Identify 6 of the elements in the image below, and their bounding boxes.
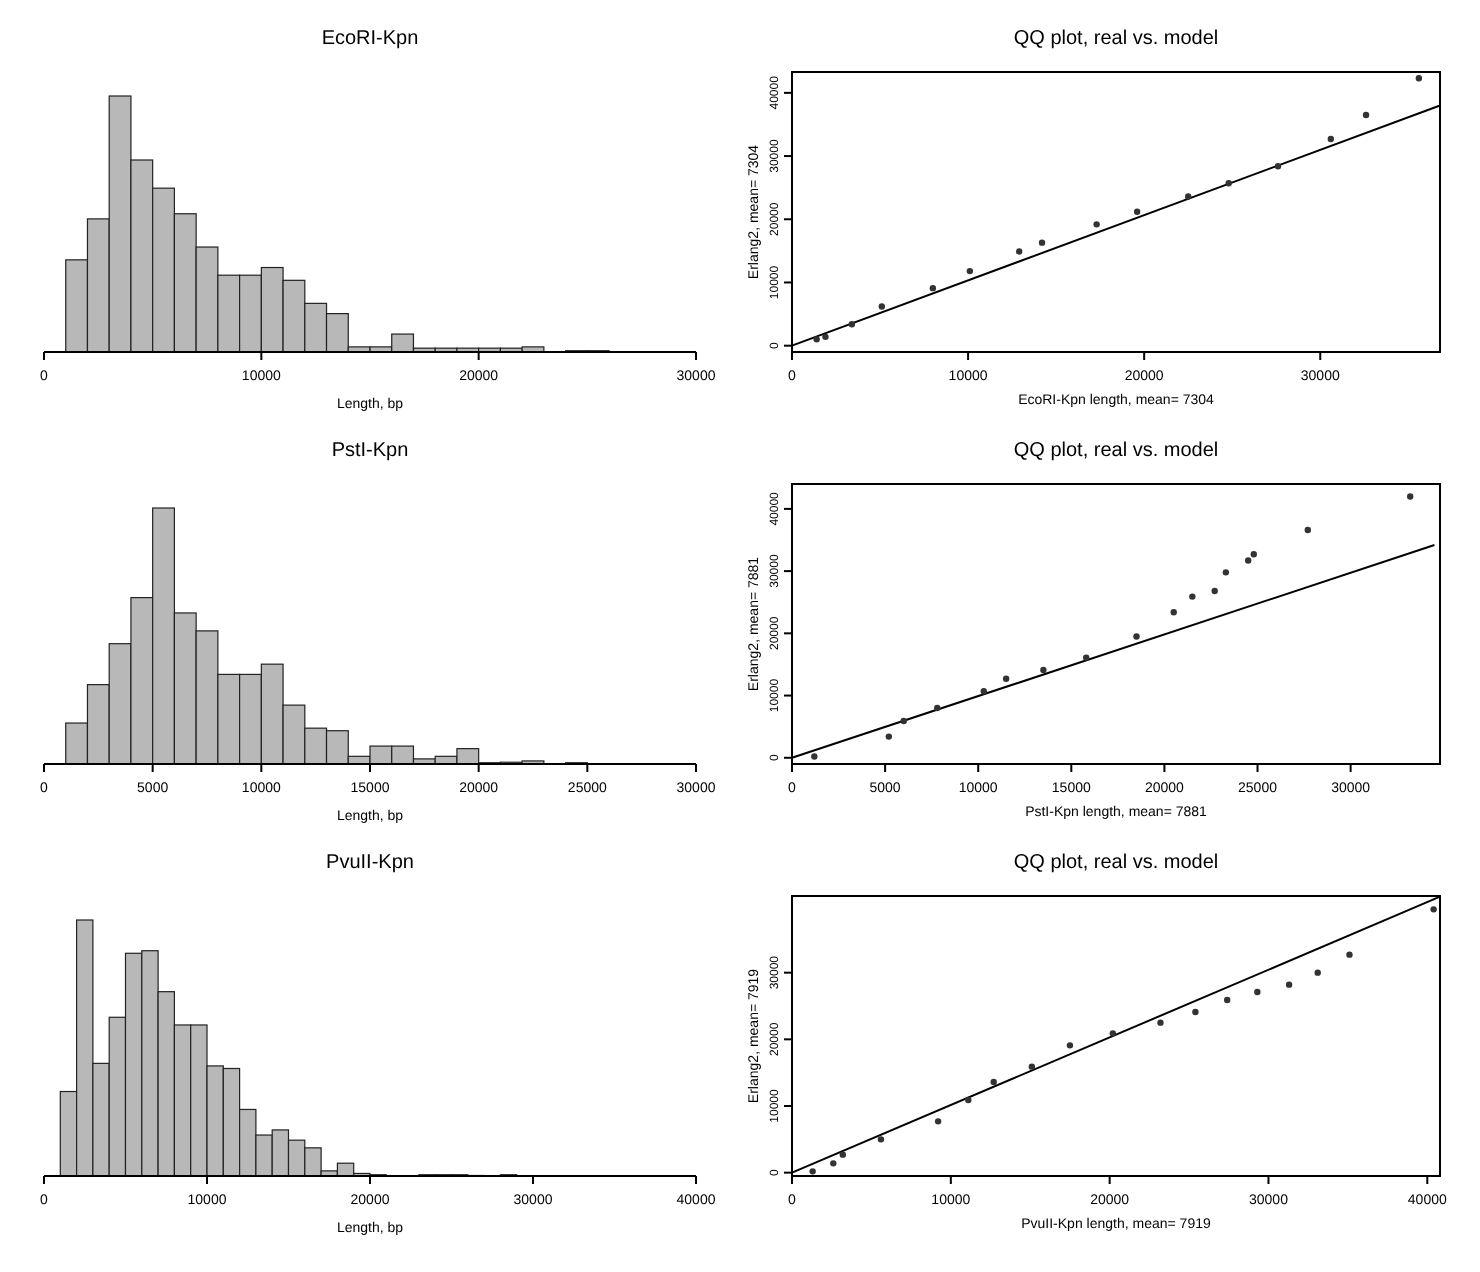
chart-title: PvuII-Kpn bbox=[326, 852, 414, 874]
chart-title: EcoRI-Kpn bbox=[321, 28, 419, 50]
chart-title: QQ plot, real vs. model bbox=[1013, 440, 1219, 462]
chart-title: QQ plot, real vs. model bbox=[1013, 28, 1219, 50]
chart-title: PstI-Kpn bbox=[331, 440, 409, 462]
chart-title: QQ plot, real vs. model bbox=[1013, 852, 1219, 874]
